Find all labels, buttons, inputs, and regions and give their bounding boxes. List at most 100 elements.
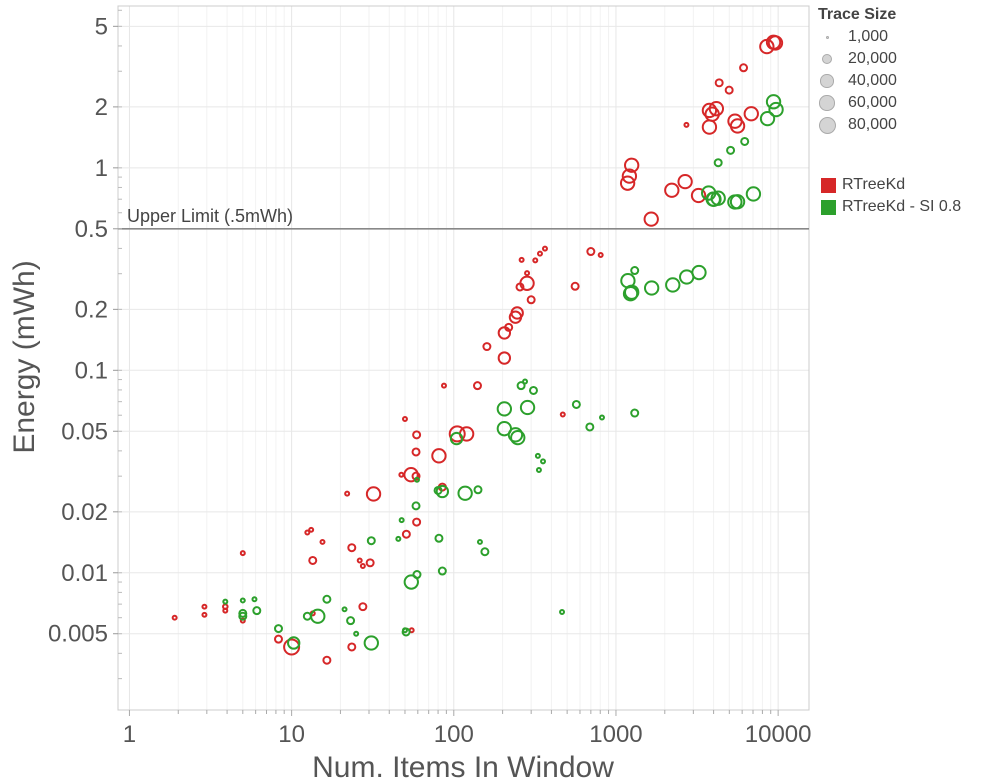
data-point [726, 145, 736, 155]
data-point [403, 467, 419, 483]
data-point [431, 448, 447, 464]
data-point [411, 447, 421, 457]
y-tick-label: 0.005 [48, 621, 108, 648]
data-point [434, 533, 444, 543]
data-point [664, 182, 680, 198]
x-tick-label: 100 [434, 721, 474, 748]
data-point [358, 602, 368, 612]
data-point [677, 173, 693, 190]
data-point [571, 399, 581, 409]
data-point [507, 427, 524, 443]
data-point [621, 168, 638, 184]
size-legend-marker [814, 95, 840, 111]
size-legend-entry: 60,000 [814, 92, 984, 114]
data-points [171, 34, 784, 665]
data-point [359, 563, 366, 569]
x-axis-ticks: 1 10 100 1000 10000 [123, 710, 812, 748]
data-point [395, 535, 402, 542]
data-point [398, 471, 405, 478]
data-point [519, 275, 535, 291]
data-point [528, 385, 538, 395]
data-point [319, 538, 326, 545]
legend: Trace Size 1,000 20,000 40,000 60,000 80,000… [814, 6, 984, 218]
size-legend-entry: 80,000 [814, 114, 984, 136]
data-point [739, 63, 749, 73]
data-point [274, 634, 283, 644]
color-legend-entry: RTreeKd [814, 174, 984, 196]
data-point [532, 257, 539, 264]
data-point [767, 35, 784, 51]
data-point [597, 252, 604, 259]
data-point [308, 526, 315, 533]
data-point [630, 266, 640, 276]
data-point [768, 101, 784, 118]
data-point [366, 536, 376, 546]
series-1 [222, 94, 784, 651]
size-legend: 1,000 20,000 40,000 60,000 80,000 [814, 26, 984, 136]
data-point [356, 557, 363, 564]
data-point [708, 100, 725, 117]
size-legend-label: 60,000 [848, 94, 897, 111]
y-tick-label: 0.1 [75, 357, 108, 384]
size-legend-marker [814, 53, 840, 65]
legend-label: RTreeKd - SI 0.8 [842, 198, 962, 215]
data-point [518, 256, 525, 263]
data-point [476, 538, 483, 545]
legend-swatch [821, 177, 836, 193]
data-point [401, 415, 408, 422]
data-point [310, 608, 326, 624]
size-legend-entry: 20,000 [814, 48, 984, 70]
data-point [412, 517, 422, 527]
y-tick-label: 0.2 [75, 296, 108, 323]
data-point [365, 486, 382, 502]
y-tick-label: 0.5 [75, 216, 108, 243]
data-point [496, 401, 513, 417]
data-point [347, 543, 357, 553]
size-legend-title: Trace Size [818, 6, 897, 23]
data-point [287, 636, 301, 650]
data-point [472, 381, 482, 391]
data-point [480, 547, 490, 557]
data-point [526, 295, 536, 305]
data-point [691, 264, 707, 281]
x-axis-title: Num. Items In Window [312, 751, 614, 783]
data-point [239, 617, 246, 624]
data-point [222, 607, 229, 614]
data-point [302, 611, 312, 621]
data-point [449, 431, 464, 446]
data-point [363, 635, 379, 651]
data-point [541, 245, 548, 252]
data-point [559, 609, 566, 616]
data-point [535, 466, 542, 473]
data-point [729, 194, 746, 210]
data-point [413, 476, 420, 483]
data-point [411, 501, 421, 511]
data-point [274, 624, 283, 634]
data-point [586, 247, 596, 257]
data-point [522, 378, 529, 385]
data-point [239, 550, 246, 557]
x-tick-label: 1000 [589, 721, 642, 748]
reference-line-group: Upper Limit (.5mWh) [118, 206, 809, 230]
size-legend-label: 80,000 [848, 116, 897, 133]
size-legend-label: 20,000 [848, 50, 897, 67]
data-point [238, 611, 248, 621]
grid-lines [118, 6, 809, 710]
size-legend-label: 1,000 [848, 28, 889, 45]
y-tick-label: 5 [95, 13, 108, 40]
data-point [497, 351, 512, 365]
data-point [401, 627, 411, 637]
data-point [401, 529, 411, 539]
size-legend-marker [814, 74, 840, 88]
data-point [437, 566, 447, 576]
data-point [412, 570, 422, 580]
y-tick-label: 0.02 [61, 499, 108, 526]
data-point [440, 382, 447, 389]
data-point [683, 121, 690, 128]
x-tick-label: 1 [123, 721, 136, 748]
legend-swatch [821, 199, 836, 215]
data-point [222, 598, 229, 605]
data-point [353, 630, 360, 637]
data-point [765, 94, 782, 110]
data-point [524, 270, 531, 277]
